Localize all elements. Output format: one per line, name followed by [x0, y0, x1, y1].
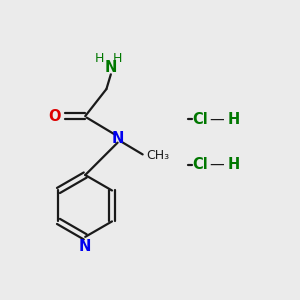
Text: CH₃: CH₃: [146, 149, 169, 162]
Text: Cl: Cl: [193, 157, 208, 172]
Text: H: H: [228, 112, 240, 127]
Text: —: —: [209, 112, 224, 127]
Text: N: N: [111, 131, 124, 146]
Text: H: H: [94, 52, 104, 65]
Text: N: N: [79, 239, 92, 254]
Text: O: O: [48, 109, 61, 124]
Text: Cl: Cl: [193, 112, 208, 127]
Text: N: N: [105, 60, 117, 75]
Text: H: H: [228, 157, 240, 172]
Text: H: H: [112, 52, 122, 65]
Text: —: —: [209, 157, 224, 172]
